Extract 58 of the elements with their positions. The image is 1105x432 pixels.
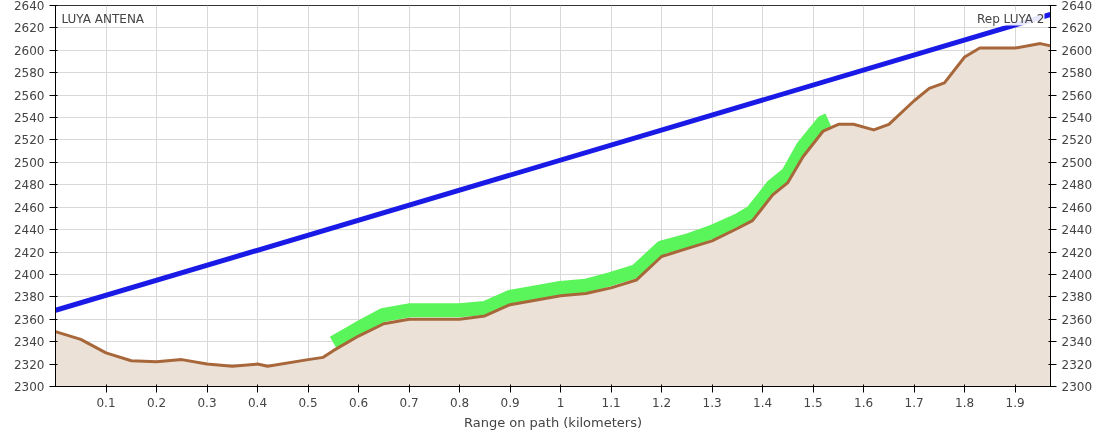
y-tick-label: 2360 — [13, 312, 45, 327]
y2-tick-label: 2520 — [1061, 133, 1093, 148]
x-tick-label: 0.6 — [349, 395, 369, 410]
y2-tick-label: 2500 — [1061, 155, 1093, 170]
x-tick-label: 0.4 — [247, 395, 268, 410]
y-tick-label: 2540 — [13, 111, 45, 126]
y2-tick-label: 2600 — [1061, 43, 1093, 58]
y-tick-label: 2320 — [13, 357, 45, 372]
x-tick-label: 1.5 — [803, 395, 823, 410]
x-tick-label: 1.9 — [1005, 395, 1025, 410]
y2-tick-label: 2400 — [1061, 267, 1093, 282]
x-tick-label: 1.6 — [854, 395, 874, 410]
y-tick-label: 2460 — [13, 200, 45, 215]
y2-tick-label: 2540 — [1061, 111, 1093, 126]
y-tick-label: 2400 — [13, 267, 45, 282]
y2-tick-label: 2320 — [1061, 357, 1093, 372]
y2-tick-label: 2620 — [1061, 21, 1093, 36]
y-tick-label: 2340 — [13, 335, 45, 350]
y-tick-label: 2480 — [13, 178, 45, 193]
y2-tick-label: 2380 — [1061, 290, 1093, 305]
y-tick-label: 2640 — [13, 0, 45, 13]
y2-tick-label: 2340 — [1061, 335, 1093, 350]
x-tick-label: 0.2 — [146, 395, 167, 410]
x-tick-label: 0.8 — [450, 395, 470, 410]
x-tick-label: 0.1 — [96, 395, 116, 410]
x-tick-label: 0.9 — [500, 395, 520, 410]
y2-tick-label: 2480 — [1061, 178, 1093, 193]
x-tick-label: 0.7 — [399, 395, 419, 410]
y-tick-label: 2380 — [13, 290, 45, 305]
y-tick-label: 2560 — [13, 88, 45, 103]
x-tick-label: 1.8 — [955, 395, 975, 410]
y2-tick-label: 2580 — [1061, 66, 1093, 81]
x-tick-label: 0.3 — [197, 395, 217, 410]
y-tick-label: 2300 — [13, 380, 45, 394]
y2-tick-label: 2300 — [1061, 380, 1093, 394]
x-tick-label: 0.5 — [298, 395, 318, 410]
x-tick-label: 1.3 — [702, 395, 722, 410]
x-tick-label: 1.1 — [601, 395, 621, 410]
y-tick-label: 2580 — [13, 66, 45, 81]
annotation: Rep LUYA 2 — [976, 11, 1045, 26]
x-tick-label: 1.2 — [652, 395, 672, 410]
y-tick-label: 2500 — [13, 155, 45, 170]
x-tick-label: 1.7 — [904, 395, 924, 410]
y2-tick-label: 2460 — [1061, 200, 1093, 215]
y-tick-label: 2440 — [13, 223, 45, 238]
y-tick-label: 2600 — [13, 43, 45, 58]
x-axis-title: Range on path (kilometers) — [463, 414, 643, 430]
y-tick-label: 2620 — [13, 21, 45, 36]
y2-tick-label: 2440 — [1061, 223, 1093, 238]
y2-tick-label: 2560 — [1061, 88, 1093, 103]
y2-tick-label: 2640 — [1061, 0, 1093, 13]
y2-tick-label: 2360 — [1061, 312, 1093, 327]
x-tick-label: 1.4 — [753, 395, 773, 410]
x-tick-label: 1 — [556, 395, 565, 410]
annotation: LUYA ANTENA — [61, 11, 145, 26]
y2-tick-label: 2420 — [1061, 245, 1093, 260]
y-tick-label: 2520 — [13, 133, 45, 148]
y-tick-label: 2420 — [13, 245, 45, 260]
